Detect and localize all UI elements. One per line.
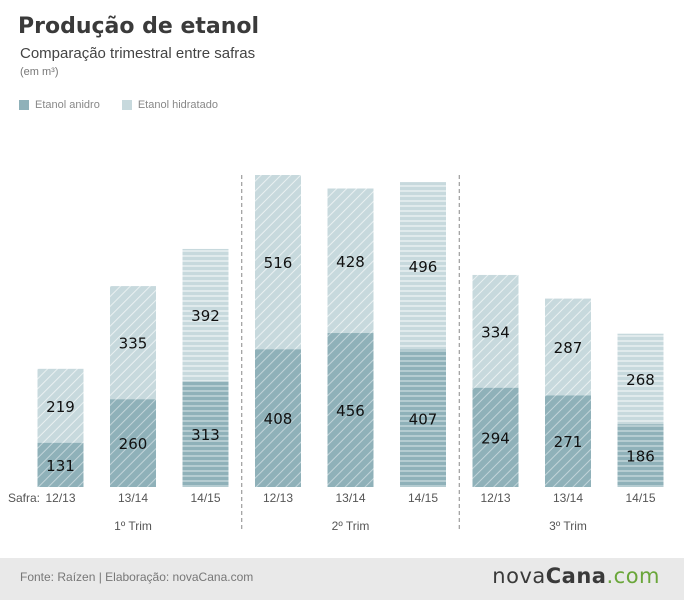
bar-anidro-7 xyxy=(545,395,591,487)
chart-title: Produção de etanol xyxy=(18,14,260,39)
bar-hidratado-2 xyxy=(182,248,229,382)
bar-anidro-3 xyxy=(255,349,301,487)
data-label-hidratado-4: 428 xyxy=(336,253,365,271)
x-tick-label-6: 12/13 xyxy=(480,491,510,505)
x-tick-label-1: 13/14 xyxy=(118,491,148,505)
bar-anidro-4 xyxy=(327,333,374,487)
data-label-anidro-7: 271 xyxy=(554,433,583,451)
group-label-2: 3º Trim xyxy=(549,519,587,533)
x-tick-label-0: 12/13 xyxy=(45,491,75,505)
data-label-hidratado-7: 287 xyxy=(554,339,583,357)
data-label-hidratado-6: 334 xyxy=(481,323,510,341)
legend: Etanol anidro Etanol hidratado xyxy=(19,99,218,111)
labels-layer: 131 219 12/13 260 335 13/14 313 392 14/15 408 516 1… xyxy=(8,253,656,533)
bars-layer xyxy=(37,175,664,487)
legend-swatch-hidratado xyxy=(121,100,132,110)
data-label-anidro-5: 407 xyxy=(409,410,438,428)
data-label-hidratado-0: 219 xyxy=(46,398,75,416)
bar-hidratado-6 xyxy=(472,274,519,388)
x-tick-label-4: 13/14 xyxy=(335,491,365,505)
data-label-anidro-3: 408 xyxy=(264,410,293,428)
x-tick-label-2: 14/15 xyxy=(190,491,220,505)
group-label-0: 1º Trim xyxy=(114,519,152,533)
logo-com-text: .com xyxy=(606,564,660,588)
data-label-anidro-1: 260 xyxy=(119,435,148,453)
data-label-hidratado-1: 335 xyxy=(119,335,148,353)
data-label-anidro-8: 186 xyxy=(626,448,655,466)
x-tick-label-8: 14/15 xyxy=(625,491,655,505)
legend-swatch-anidro xyxy=(19,100,29,110)
bar-hidratado-8 xyxy=(617,333,664,425)
logo-cana-text: Cana xyxy=(545,564,607,588)
bar-hidratado-7 xyxy=(545,298,591,396)
bar-hidratado-3 xyxy=(255,175,301,350)
legend-item-hidratado: Etanol hidratado xyxy=(121,99,218,111)
data-label-hidratado-3: 516 xyxy=(264,254,293,272)
data-label-anidro-4: 456 xyxy=(336,402,365,420)
x-tick-label-7: 13/14 xyxy=(553,491,583,505)
bar-anidro-1 xyxy=(110,399,156,487)
legend-label-anidro: Etanol anidro xyxy=(35,99,100,111)
x-axis-prefix: Safra: xyxy=(8,491,40,505)
bar-anidro-8 xyxy=(617,424,664,487)
bar-hidratado-1 xyxy=(110,286,156,400)
bar-anidro-5 xyxy=(400,349,446,487)
data-label-anidro-6: 294 xyxy=(481,429,510,447)
bar-hidratado-5 xyxy=(400,182,446,350)
data-label-hidratado-8: 268 xyxy=(626,371,655,389)
footer-source: Fonte: Raízen | Elaboração: novaCana.com xyxy=(20,570,254,584)
legend-label-hidratado: Etanol hidratado xyxy=(137,99,218,111)
unit-label: (em m³) xyxy=(20,66,59,78)
data-label-hidratado-5: 496 xyxy=(409,258,438,276)
legend-item-anidro: Etanol anidro xyxy=(19,99,100,111)
logo-nova-text: nova xyxy=(492,564,546,588)
group-dividers xyxy=(241,175,460,532)
bar-anidro-6 xyxy=(472,387,519,487)
x-tick-label-3: 12/13 xyxy=(263,491,293,505)
brand-logo[interactable]: novaCana.com xyxy=(492,564,660,588)
chart-subtitle: Comparação trimestral entre safras xyxy=(20,45,256,62)
bar-hidratado-0 xyxy=(37,368,84,443)
data-label-anidro-2: 313 xyxy=(191,426,220,444)
bar-hidratado-4 xyxy=(327,188,374,334)
bar-anidro-0 xyxy=(37,442,84,487)
x-tick-label-5: 14/15 xyxy=(408,491,438,505)
group-label-1: 2º Trim xyxy=(332,519,370,533)
stacked-bar-chart: 131 219 12/13 260 335 13/14 313 392 14/15 408 516 1… xyxy=(8,175,664,533)
data-label-anidro-0: 131 xyxy=(46,457,75,475)
data-label-hidratado-2: 392 xyxy=(191,307,220,325)
footer: Fonte: Raízen | Elaboração: novaCana.com… xyxy=(0,558,684,600)
bar-anidro-2 xyxy=(182,381,229,487)
